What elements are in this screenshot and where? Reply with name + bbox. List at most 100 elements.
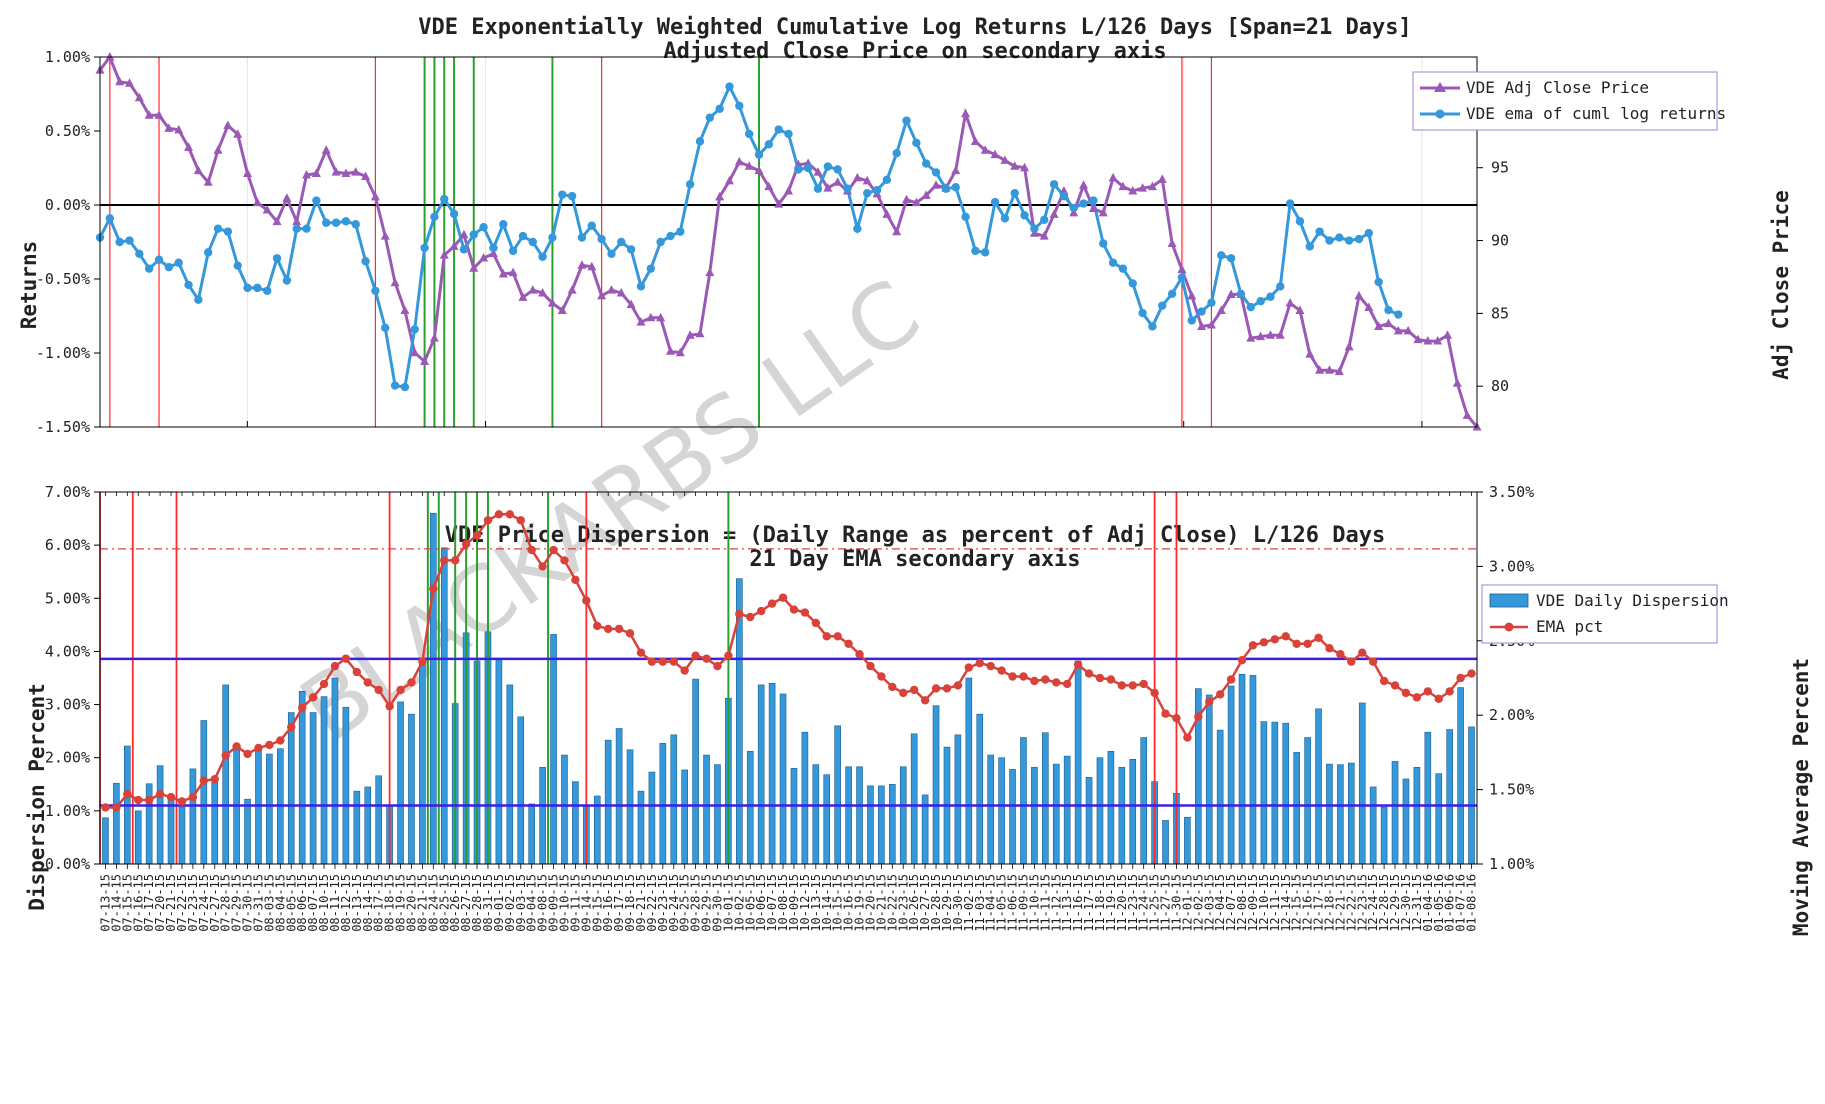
dispersion-bar (670, 734, 678, 865)
ema-pct-point (822, 632, 831, 641)
price-point (164, 123, 174, 132)
bottom-x-tick-label: 09-10-15 (558, 874, 572, 932)
price-point (420, 356, 430, 365)
ema-pct-point (472, 530, 482, 540)
bottom-x-tick-label: 10-29-15 (940, 874, 954, 932)
price-point (105, 52, 115, 61)
price-point (597, 290, 607, 300)
ema-return-point (371, 286, 380, 296)
dispersion-bar (976, 713, 984, 865)
dispersion-bar (298, 690, 306, 865)
dispersion-bar (440, 547, 448, 865)
price-point (1098, 207, 1108, 217)
top-y-axis-label: Returns (17, 241, 41, 330)
bottom-x-tick-label: 07-30-15 (241, 874, 255, 932)
ema-pct-point (516, 516, 525, 525)
dispersion-bar (998, 757, 1005, 865)
ema-return-point (1108, 258, 1118, 267)
price-point (675, 347, 685, 357)
price-point (125, 78, 135, 87)
ema-pct-point (1347, 657, 1356, 666)
bottom-x-tick-label: 11-05-15 (995, 874, 1009, 932)
bottom-x-tick-label: 11-09-15 (1017, 874, 1031, 932)
ema-return-point (902, 116, 911, 125)
ema-pct-point (429, 584, 438, 593)
price-point (1295, 305, 1305, 314)
dispersion-bar (561, 754, 568, 865)
price-point (193, 165, 203, 175)
ema-return-point (764, 140, 774, 149)
bottom-x-tick-label: 07-21-15 (164, 874, 178, 932)
ema-pct-point (1172, 713, 1181, 723)
bottom-x-tick-label: 07-22-15 (175, 874, 189, 932)
bottom-y-axis-label: Dispersion Percent (25, 683, 49, 911)
ema-return-point (430, 212, 439, 222)
ema-pct-point (603, 624, 613, 634)
ema-pct-point (702, 654, 711, 663)
top-y2-axis-label: Adj Close Price (1769, 190, 1793, 380)
ema-return-point (1236, 289, 1246, 298)
ema-return-point (440, 194, 449, 204)
price-point (370, 191, 380, 201)
bottom-x-tick-label: 08-07-15 (306, 874, 320, 932)
price-point (902, 194, 912, 204)
dispersion-bar (102, 817, 109, 865)
price-point (252, 197, 262, 207)
ema-return-point (1099, 239, 1108, 248)
bottom-x-tick-label: 08-18-15 (383, 874, 397, 932)
bottom-x-tick-label: 10-06-15 (754, 874, 768, 932)
price-point (656, 312, 666, 322)
ema-pct-point (636, 648, 646, 657)
ema-return-point (1226, 254, 1236, 263)
bottom-x-tick-label: 08-12-15 (339, 874, 353, 932)
ema-return-point (1148, 322, 1157, 331)
ema-pct-point (440, 556, 449, 565)
price-point (1197, 321, 1207, 330)
ema-pct-point (844, 639, 853, 648)
price-point (528, 285, 538, 294)
price-point (862, 175, 872, 185)
ema-pct-point (243, 749, 252, 759)
bottom-x-tick-label: 09-11-15 (568, 874, 582, 932)
top-plot-frame (99, 56, 1478, 428)
dispersion-bar (1085, 777, 1093, 865)
dispersion-bar (211, 780, 219, 865)
ema-pct-point (975, 658, 984, 668)
ema-return-point (567, 191, 577, 201)
bottom-x-tick-label: 11-13-15 (1060, 874, 1074, 932)
ema-return-point (164, 262, 174, 272)
ema-pct-point (1237, 655, 1247, 665)
dispersion-bar (1337, 764, 1344, 865)
bottom-x-tick-label: 07-17-15 (142, 874, 156, 932)
top-y2-tick-label: 85 (1491, 304, 1509, 322)
ema-pct-point (1106, 675, 1116, 684)
price-point (1324, 365, 1334, 374)
bottom-y-tick-label: 0.00% (45, 855, 90, 873)
ema-pct-point (1390, 681, 1400, 690)
price-point (823, 183, 833, 192)
bottom-x-tick-label: 08-13-15 (350, 874, 364, 932)
ema-pct-series-markers (101, 510, 1476, 812)
bottom-x-tick-label: 10-28-15 (929, 874, 943, 932)
bottom-y-tick-label: 6.00% (45, 536, 90, 554)
dispersion-bar (1446, 729, 1453, 865)
price-point (1374, 321, 1384, 330)
ema-pct-point (680, 666, 689, 675)
bottom-y2-tick-label: 1.50% (1489, 781, 1534, 799)
dispersion-bar (768, 683, 776, 865)
dispersion-bar (419, 663, 426, 865)
dispersion-bar (845, 766, 852, 865)
ema-pct-point (396, 685, 405, 695)
ema-pct-point (538, 562, 547, 571)
price-point (764, 181, 774, 191)
dispersion-bar (145, 783, 153, 865)
ema-return-point (1256, 297, 1265, 306)
ema-return-point (941, 184, 951, 193)
price-point (1315, 365, 1325, 374)
bottom-x-tick-label: 08-04-15 (273, 874, 287, 932)
bottom-x-tick-label: 01-08-16 (1465, 874, 1479, 932)
bottom-y-ticks: 7.00% 6.00% 5.00% 4.00% 3.00% 2.00% 1.00% 0.00% (45, 483, 100, 873)
ema-pct-point (352, 667, 362, 677)
ema-return-point (1138, 308, 1147, 318)
